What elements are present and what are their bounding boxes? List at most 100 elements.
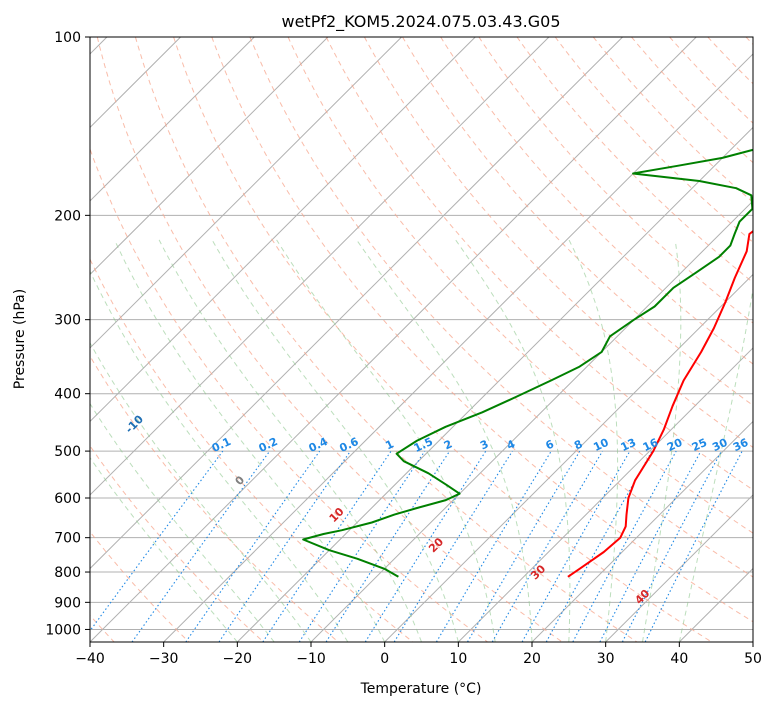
x-tick-label: 10: [449, 651, 467, 667]
isotherm-line: [384, 273, 753, 642]
y-tick-label: 200: [54, 208, 81, 224]
moist-adiabat-line: [276, 239, 496, 642]
mixing-ratio-line: [131, 450, 271, 642]
y-tick-label: 300: [54, 313, 81, 329]
y-tick-label: 500: [54, 444, 81, 460]
isotherm-line: [90, 37, 623, 570]
x-tick-label: 0: [380, 651, 389, 667]
mixing-ratio-line: [90, 450, 224, 632]
y-axis-title: Pressure (hPa): [12, 289, 28, 389]
isotherm-line: [90, 37, 402, 349]
isotherm-line: [678, 567, 753, 642]
moist-adiabat-line: [211, 239, 459, 642]
isotherm-line: [90, 37, 476, 423]
moist-adiabat-line: [678, 285, 753, 642]
mixing-ratio-label: 0.6: [337, 435, 360, 455]
isotherm-line: [90, 37, 329, 276]
mixing-ratio-line: [572, 450, 677, 642]
dry-adiabat-line: [173, 37, 712, 642]
profile-line: [567, 229, 753, 578]
dry-adiabat-line: [90, 530, 190, 642]
mixing-ratio-label: 2: [442, 437, 454, 452]
moist-adiabat-line: [90, 456, 238, 642]
dry-adiabat-line: [554, 37, 753, 243]
mixing-ratio-line: [467, 450, 581, 642]
mixing-ratio-label: 0.1: [210, 435, 233, 455]
x-tick-label: −40: [75, 651, 105, 667]
mixing-ratio-label: 13: [619, 436, 638, 454]
dry-adiabat-line: [592, 37, 753, 204]
chart-title: wetPf2_KOM5.2024.075.03.43.G05: [281, 12, 560, 32]
mixing-ratio-line: [185, 450, 321, 642]
mixing-ratio-label: 16: [641, 436, 661, 454]
mixing-ratio-label: 0.4: [307, 435, 330, 455]
x-tick-label: 50: [744, 651, 762, 667]
moist-adiabat-line: [356, 239, 533, 642]
dry-adiabat-label: 40: [632, 587, 652, 607]
x-tick-label: −30: [149, 651, 179, 667]
isotherm-line: [90, 37, 550, 496]
dry-adiabat-line: [211, 37, 753, 623]
dry-adiabat-line: [631, 37, 753, 164]
mixing-ratio-line: [393, 450, 513, 642]
x-tick-label: 30: [597, 651, 615, 667]
isotherm-line: [752, 641, 753, 642]
mixing-ratio-label: 0.2: [257, 435, 280, 455]
x-axis-title: Temperature (°C): [360, 681, 482, 697]
profile-line: [302, 148, 753, 578]
x-tick-label: 40: [670, 651, 688, 667]
dry-adiabat-label: 0: [233, 473, 248, 488]
isotherm-line: [90, 37, 255, 202]
y-tick-label: 700: [54, 531, 81, 547]
isotherm-line: [236, 126, 753, 642]
dry-adiabat-line: [249, 37, 753, 578]
y-tick-label: 800: [54, 565, 81, 581]
mixing-ratio-line: [218, 450, 351, 642]
dry-adiabat-line: [745, 37, 753, 46]
dry-adiabat-label: 30: [528, 562, 548, 582]
mixing-ratio-label: 1.5: [412, 435, 435, 455]
moist-adiabat-line: [568, 239, 619, 642]
mixing-ratio-label: 20: [665, 436, 685, 454]
dry-adiabat-line: [669, 37, 753, 124]
mixing-ratio-label: 6: [544, 437, 557, 452]
mixing-ratio-line: [364, 450, 487, 642]
x-tick-label: −10: [296, 651, 326, 667]
dry-adiabat-line: [90, 147, 488, 642]
mixing-ratio-line: [545, 450, 653, 642]
mixing-ratio-label: 10: [591, 436, 611, 454]
mixing-ratio-label: 25: [690, 436, 709, 454]
mixing-ratio-label: 4: [505, 437, 518, 452]
mixing-ratio-label: 1: [383, 437, 395, 452]
dry-adiabat-line: [707, 37, 753, 85]
y-tick-label: 900: [54, 595, 81, 611]
y-tick-label: 100: [54, 30, 81, 46]
dry-adiabat-line: [478, 37, 753, 324]
y-tick-label: 400: [54, 387, 81, 403]
dry-adiabat-line: [90, 445, 264, 642]
isotherm-line: [457, 347, 753, 642]
moist-adiabat-line: [90, 402, 275, 642]
dry-adiabat-line: [134, 37, 638, 642]
dry-adiabat-label: -10: [123, 412, 146, 435]
mixing-ratio-line: [325, 450, 451, 642]
plot-frame: [89, 36, 754, 643]
mixing-ratio-label: 30: [710, 436, 730, 454]
x-axis: −40 −30 −20 −10 0 10 20 30 40 50: [75, 642, 762, 667]
isotherm-line: [605, 494, 753, 642]
plot-series: [302, 148, 753, 578]
moist-adiabat-line: [158, 239, 422, 642]
y-tick-label: 1000: [45, 622, 81, 638]
isotherm-line: [163, 53, 753, 642]
y-axis: 100 200 300 400 500 600 700 800 900 1000: [45, 30, 90, 638]
mixing-ratio-line: [435, 450, 552, 642]
plot-grid: [90, 37, 753, 642]
moist-adiabat-line: [642, 239, 682, 642]
y-tick-label: 600: [54, 491, 81, 507]
mixing-ratio-label: 36: [731, 436, 751, 454]
x-tick-label: 20: [523, 651, 541, 667]
mixing-ratio-line: [298, 450, 426, 642]
isotherm-line: [310, 200, 753, 642]
isotherm-line: [531, 420, 753, 642]
